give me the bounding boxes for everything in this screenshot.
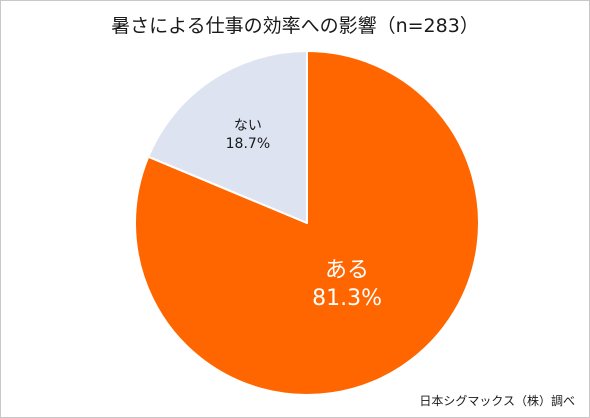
slice-value-label-1: 18.7% xyxy=(226,136,270,152)
chart-title: 暑さによる仕事の効率への影響（n=283） xyxy=(111,15,479,37)
source-note: 日本シグマックス（株）調べ xyxy=(419,394,575,408)
slice-label-1: ない xyxy=(234,118,262,134)
pie-slice-1 xyxy=(147,50,308,224)
slice-value-label-0: 81.3% xyxy=(312,286,382,311)
slice-label-0: ある xyxy=(325,258,369,283)
